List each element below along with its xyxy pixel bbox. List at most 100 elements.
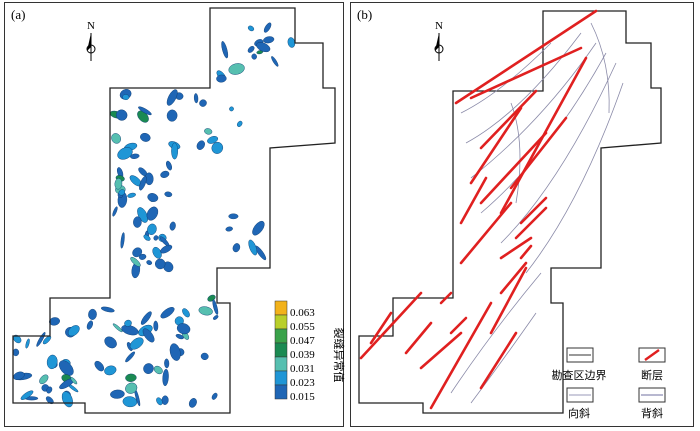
anomaly-patch <box>248 239 258 256</box>
anomaly-patch <box>114 178 123 190</box>
anomaly-patch <box>212 299 219 315</box>
anomaly-patch <box>156 397 163 406</box>
anomaly-patch <box>130 153 140 159</box>
anomaly-patch <box>133 216 142 228</box>
fracture-anomaly-map: N 0.063 0.055 0.047 0.039 0.031 0.023 0.015 裂缝… <box>12 7 345 414</box>
panel-label: (a) <box>11 7 26 22</box>
anomaly-patch <box>46 354 58 370</box>
anomaly-patch <box>228 213 239 220</box>
anomaly-patch <box>251 53 257 60</box>
anomaly-patch <box>160 307 175 319</box>
colorbar-tick-label: 0.047 <box>290 335 315 347</box>
anomaly-patch <box>146 206 159 221</box>
anomaly-patch <box>263 22 272 33</box>
anomaly-patch <box>49 317 60 326</box>
anomaly-patch <box>175 334 184 340</box>
fault-lines <box>359 9 598 410</box>
anomaly-patch <box>142 328 155 343</box>
anomaly-patch <box>263 36 275 44</box>
anomaly-patch <box>176 323 191 335</box>
anomaly-patch <box>139 175 147 191</box>
survey-boundary <box>12 7 336 414</box>
anomaly-patch <box>159 236 170 247</box>
anomaly-patch <box>153 235 159 241</box>
anomaly-patch <box>252 220 265 236</box>
anomaly-patch <box>171 142 179 160</box>
anomaly-patch <box>112 206 118 217</box>
legend-syncline-swatch <box>566 387 594 403</box>
anomaly-patch <box>147 223 157 235</box>
anomaly-patch <box>153 365 163 375</box>
anomaly-patch <box>46 386 53 394</box>
anomaly-patch <box>169 343 181 361</box>
anomaly-patch <box>20 390 34 400</box>
anomaly-patch <box>125 382 138 394</box>
anomaly-patch <box>130 256 141 267</box>
anomaly-patch <box>112 323 123 333</box>
anomaly-patch <box>88 308 97 320</box>
anomaly-patch <box>182 308 190 318</box>
anomaly-patch <box>211 141 224 154</box>
colorbar-swatch <box>274 356 288 372</box>
colorbar-tick-label: 0.063 <box>290 307 315 319</box>
colorbar-swatch <box>274 300 288 316</box>
anomaly-patch <box>228 63 245 75</box>
colorbar-tick-label: 0.031 <box>290 363 315 375</box>
colorbar-swatch <box>274 370 288 386</box>
anomaly-patch <box>58 360 74 376</box>
anomaly-patches <box>12 22 296 408</box>
fold-lines <box>450 22 624 404</box>
legend-fault-swatch <box>638 347 666 363</box>
anomaly-patch <box>70 377 78 385</box>
anomaly-patch <box>67 325 80 337</box>
anomaly-patch <box>164 191 173 198</box>
anomaly-patch <box>25 338 30 349</box>
legend-syncline-label: 向斜 <box>568 406 590 420</box>
legend-anticline-label: 背斜 <box>641 406 663 420</box>
anomaly-patch <box>86 320 93 330</box>
anomaly-patch <box>143 234 151 241</box>
anomaly-patch <box>211 392 218 400</box>
anomaly-patch <box>213 315 219 320</box>
colorbar-title: 裂缝异常值 <box>332 328 345 383</box>
anomaly-patch <box>138 253 147 260</box>
anomaly-patch <box>104 365 117 376</box>
anomaly-patch <box>166 89 178 106</box>
anomaly-patch <box>100 306 115 313</box>
anomaly-patch <box>143 363 154 374</box>
anomaly-patch <box>138 106 152 116</box>
anomaly-patch <box>271 56 279 67</box>
anomaly-patch <box>153 320 159 332</box>
anomaly-patch <box>232 243 241 253</box>
anomaly-patch <box>45 396 54 405</box>
anomaly-patch <box>122 94 130 101</box>
anomaly-patch <box>146 260 153 265</box>
fault-structure-map-panel: (b) N <box>350 2 694 427</box>
anomaly-patch <box>204 128 213 135</box>
anomaly-patch <box>256 42 271 53</box>
anomaly-patch <box>247 45 255 53</box>
anomaly-patch <box>160 170 170 178</box>
colorbar-tick-label: 0.023 <box>290 377 315 389</box>
north-label: N <box>435 20 443 32</box>
panel-label: (b) <box>357 7 373 22</box>
anomaly-patch <box>225 226 233 232</box>
colorbar-swatch <box>274 384 288 400</box>
north-arrow-icon: N <box>434 20 444 61</box>
anomaly-patch <box>39 374 49 385</box>
anomaly-patch <box>140 311 152 325</box>
legend: 勘查区边界 断层 向斜 背斜 <box>552 347 666 420</box>
anomaly-patch <box>94 360 105 372</box>
colorbar-swatch <box>274 342 288 358</box>
colorbar-tick-label: 0.015 <box>290 391 315 403</box>
anomaly-patch <box>122 396 138 408</box>
anomaly-patch <box>127 192 136 198</box>
legend-fault-label: 断层 <box>641 368 663 382</box>
anomaly-patch <box>229 106 234 112</box>
anomaly-patch <box>118 189 126 196</box>
anomaly-patch <box>216 74 227 83</box>
anomaly-patch <box>125 373 137 382</box>
colorbar-swatch <box>274 328 288 344</box>
anomaly-patch <box>200 352 209 361</box>
anomaly-patch <box>110 389 125 399</box>
